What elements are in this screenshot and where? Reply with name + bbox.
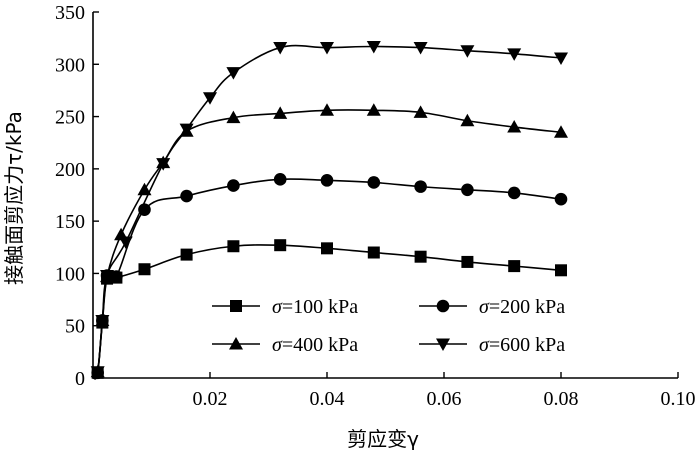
legend-entry: σ=200 kPa bbox=[419, 296, 565, 318]
x-tick-label: 0.02 bbox=[193, 388, 228, 410]
legend-marker bbox=[229, 337, 243, 350]
data-point bbox=[460, 45, 475, 58]
data-point bbox=[274, 239, 287, 252]
data-point bbox=[507, 186, 521, 200]
data-point bbox=[273, 42, 288, 55]
x-tick-label: 0.08 bbox=[544, 388, 579, 410]
data-point bbox=[413, 42, 428, 55]
data-point bbox=[179, 123, 194, 137]
legend-label: σ=400 kPa bbox=[272, 334, 358, 356]
chart-legend: σ=100 kPa σ=200 kPa σ=400 kPa σ=600 kPa bbox=[212, 296, 565, 356]
chart-axes: 0 50 100 150 200 250 300 350 0.02 0.04 0.06 0.08 0.1… bbox=[55, 2, 696, 410]
data-point bbox=[226, 67, 241, 80]
series-4 bbox=[90, 41, 568, 380]
data-point bbox=[226, 110, 241, 124]
series-layer bbox=[90, 41, 568, 380]
data-point bbox=[180, 248, 193, 261]
data-point bbox=[366, 41, 381, 54]
data-point bbox=[227, 179, 240, 192]
legend-entry: σ=100 kPa bbox=[212, 296, 358, 318]
data-point bbox=[321, 242, 333, 255]
data-point bbox=[460, 113, 475, 127]
data-point bbox=[110, 270, 123, 283]
y-tick-label: 300 bbox=[55, 54, 85, 76]
y-tick-label: 200 bbox=[55, 159, 85, 181]
y-tick-label: 350 bbox=[55, 2, 85, 24]
data-point bbox=[555, 264, 567, 277]
legend-label: σ=200 kPa bbox=[479, 296, 565, 318]
data-point bbox=[413, 105, 428, 118]
data-point bbox=[100, 270, 115, 283]
y-tick-label: 100 bbox=[55, 263, 85, 285]
legend-entry: σ=600 kPa bbox=[419, 334, 565, 356]
data-point bbox=[367, 176, 381, 189]
data-point bbox=[366, 103, 381, 116]
data-point bbox=[320, 42, 334, 55]
legend-label: σ=100 kPa bbox=[272, 296, 358, 318]
x-tick-label: 0.10 bbox=[661, 388, 696, 410]
data-point bbox=[156, 158, 171, 171]
y-tick-label: 0 bbox=[75, 368, 85, 390]
data-point bbox=[508, 260, 521, 273]
data-point bbox=[367, 246, 380, 259]
legend-marker bbox=[230, 300, 242, 312]
data-point bbox=[90, 366, 105, 379]
y-tick-label: 250 bbox=[55, 107, 85, 129]
y-tick-label: 50 bbox=[65, 316, 85, 338]
data-point bbox=[507, 120, 522, 133]
legend-marker bbox=[436, 299, 450, 313]
data-point bbox=[554, 192, 568, 206]
data-point bbox=[414, 180, 427, 193]
y-axis-title: 接触面剪应力τ/kPa bbox=[2, 111, 26, 285]
data-point bbox=[461, 255, 474, 268]
data-point bbox=[138, 203, 151, 216]
data-point bbox=[137, 182, 152, 196]
x-tick-label: 0.06 bbox=[427, 388, 462, 410]
data-point bbox=[507, 48, 522, 61]
data-point bbox=[414, 250, 427, 263]
data-point bbox=[180, 189, 193, 203]
data-point bbox=[554, 52, 568, 66]
legend-entry: σ=400 kPa bbox=[212, 334, 358, 356]
x-axis-title: 剪应变γ bbox=[347, 427, 419, 450]
data-point bbox=[273, 106, 288, 119]
x-tick-label: 0.04 bbox=[310, 388, 345, 410]
data-point bbox=[554, 125, 568, 138]
legend-marker bbox=[436, 338, 450, 351]
y-tick-label: 150 bbox=[55, 211, 85, 233]
data-point bbox=[118, 236, 133, 250]
data-point bbox=[138, 263, 151, 276]
data-point bbox=[227, 240, 240, 253]
data-point bbox=[320, 174, 334, 187]
series-line bbox=[92, 44, 562, 380]
data-point bbox=[461, 183, 474, 197]
data-point bbox=[95, 314, 110, 328]
data-point bbox=[273, 173, 287, 186]
data-point bbox=[320, 103, 334, 116]
data-point bbox=[203, 92, 217, 105]
legend-label: σ=600 kPa bbox=[479, 334, 565, 356]
